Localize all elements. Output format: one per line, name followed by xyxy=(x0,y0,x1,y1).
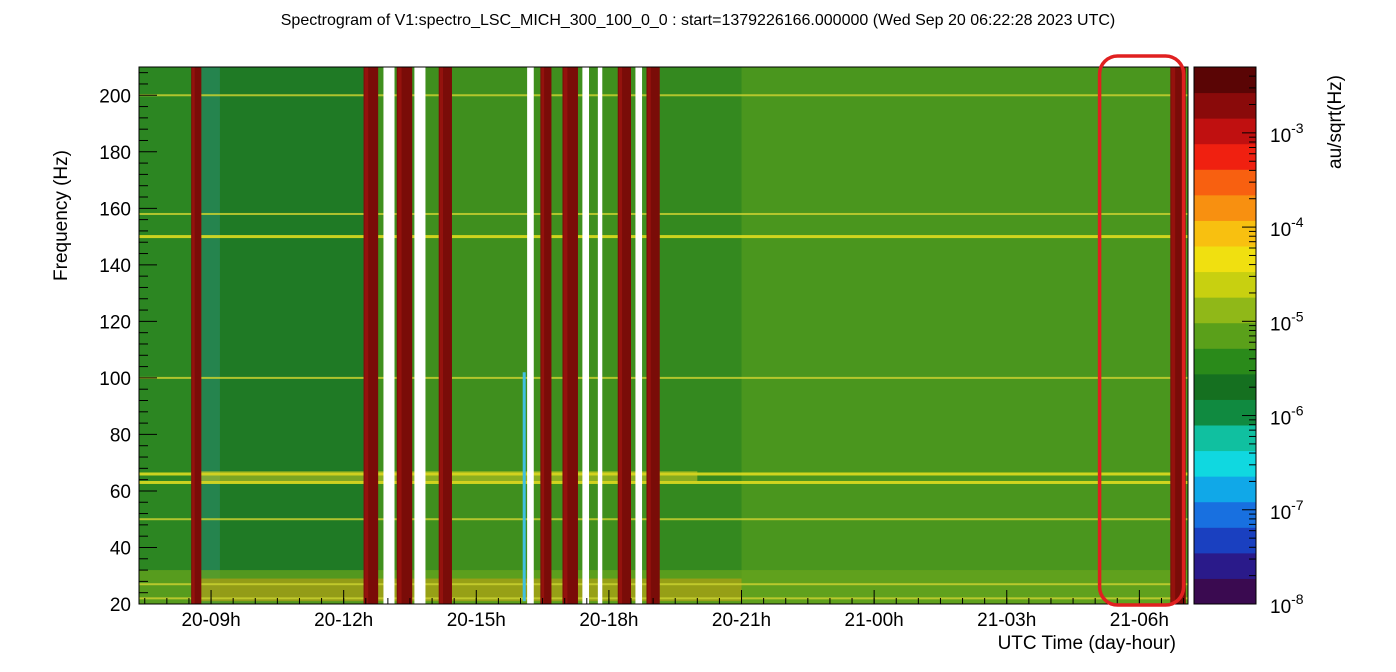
colorbar-segment xyxy=(1194,501,1256,528)
colorbar-tick-label: 10-4 xyxy=(1270,214,1304,241)
heatmap-region-cyan xyxy=(201,67,220,604)
saturated-column-edge xyxy=(618,67,623,604)
colorbar-segment xyxy=(1194,246,1256,273)
colorbar-segment xyxy=(1194,527,1256,554)
colorbar-segment xyxy=(1194,373,1256,400)
x-tick-label: 21-03h xyxy=(977,610,1036,631)
x-axis-label: UTC Time (day-hour) xyxy=(998,633,1176,654)
y-tick-label: 40 xyxy=(110,538,131,559)
saturated-column-edge xyxy=(1171,67,1176,604)
saturated-column xyxy=(540,67,552,604)
y-tick-label: 100 xyxy=(99,369,131,390)
colorbar-tick-label: 10-5 xyxy=(1270,308,1304,335)
y-tick-label: 120 xyxy=(99,312,131,333)
colorbar-segment xyxy=(1194,322,1256,349)
x-tick-label: 20-15h xyxy=(447,610,506,631)
colorbar-segment xyxy=(1194,220,1256,247)
heatmap-area xyxy=(139,67,1188,604)
y-axis-label: Frequency (Hz) xyxy=(51,150,72,281)
colorbar-segment xyxy=(1194,194,1256,221)
data-gap-column xyxy=(414,67,426,604)
y-tick-label: 80 xyxy=(110,425,131,446)
annotation-rectangle xyxy=(1097,54,1186,607)
colorbar-segment xyxy=(1194,297,1256,324)
spectral-line xyxy=(139,376,1188,379)
chart-title: Spectrogram of V1:spectro_LSC_MICH_300_1… xyxy=(280,12,1116,29)
colorbar: 10-3 10-4 10-5 10-6 10-7 10-8 xyxy=(1193,66,1304,618)
colorbar-segment xyxy=(1194,143,1256,170)
data-gap-column xyxy=(383,67,395,604)
colorbar-tick-label: 10-8 xyxy=(1270,591,1304,618)
heatmap-region-late xyxy=(741,67,1188,604)
colorbar-segment xyxy=(1194,578,1256,605)
saturated-column-edge xyxy=(563,67,568,604)
saturated-column-edge xyxy=(397,67,402,604)
colorbar-segment xyxy=(1194,118,1256,145)
colorbar-segment xyxy=(1194,450,1256,477)
x-tick-label: 21-06h xyxy=(1110,610,1169,631)
colorbar-segment xyxy=(1194,169,1256,196)
y-tick-label: 20 xyxy=(110,595,131,616)
spectral-line xyxy=(139,583,1188,586)
colorbar-segment xyxy=(1194,348,1256,375)
highlight-annotation xyxy=(1097,54,1186,607)
y-tick-label: 180 xyxy=(99,143,131,164)
saturated-column-edge xyxy=(541,67,545,604)
x-axis: 20-09h 20-12h 20-15h 20-18h 20-21h 21-00h 21-0… xyxy=(144,590,1185,631)
spectral-line xyxy=(139,94,1188,97)
spectral-line xyxy=(139,235,1188,239)
data-gap-column xyxy=(582,67,590,604)
colorbar-tick-label: 10-6 xyxy=(1270,403,1304,430)
colorbar-tick-label: 10-7 xyxy=(1270,497,1304,524)
colorbar-segment xyxy=(1194,399,1256,426)
x-tick-label: 21-00h xyxy=(845,610,904,631)
x-tick-label: 20-21h xyxy=(712,610,771,631)
heatmap-region-dark xyxy=(201,67,364,604)
colorbar-label: au/sqrt(Hz) xyxy=(1325,75,1346,169)
cyan-stripe xyxy=(522,372,526,602)
colorbar-segment xyxy=(1194,67,1256,94)
x-tick-label: 20-09h xyxy=(181,610,240,631)
y-axis: 20 40 60 80 100 120 140 160 180 200 xyxy=(99,72,157,616)
y-tick-label: 160 xyxy=(99,199,131,220)
saturated-column-edge xyxy=(364,67,369,604)
y-tick-label: 60 xyxy=(110,482,131,503)
heatmap-region-mid xyxy=(659,67,742,604)
plot-frame xyxy=(138,66,1189,605)
saturated-column-edge xyxy=(647,67,651,604)
colorbar-segment xyxy=(1194,476,1256,503)
data-gap-column xyxy=(527,67,534,604)
x-tick-label: 20-12h xyxy=(314,610,373,631)
spectral-line xyxy=(139,518,1188,521)
data-gap-column xyxy=(635,67,643,604)
colorbar-tick-label: 10-3 xyxy=(1270,120,1304,147)
data-gap-column xyxy=(597,67,603,604)
colorbar-segment xyxy=(1194,271,1256,298)
saturated-column-edge xyxy=(439,67,444,604)
saturated-column xyxy=(191,67,202,604)
y-tick-label: 200 xyxy=(99,86,131,107)
colorbar-segment xyxy=(1194,425,1256,452)
y-tick-label: 140 xyxy=(99,256,131,277)
colorbar-segment xyxy=(1194,552,1256,579)
heatmap-region-early xyxy=(139,67,192,604)
x-tick-label: 20-18h xyxy=(579,610,638,631)
saturated-column-edge xyxy=(192,67,195,604)
colorbar-segment xyxy=(1194,92,1256,119)
spectral-line xyxy=(139,597,1188,600)
plot-border xyxy=(138,66,1189,605)
spectral-line xyxy=(139,212,1188,215)
